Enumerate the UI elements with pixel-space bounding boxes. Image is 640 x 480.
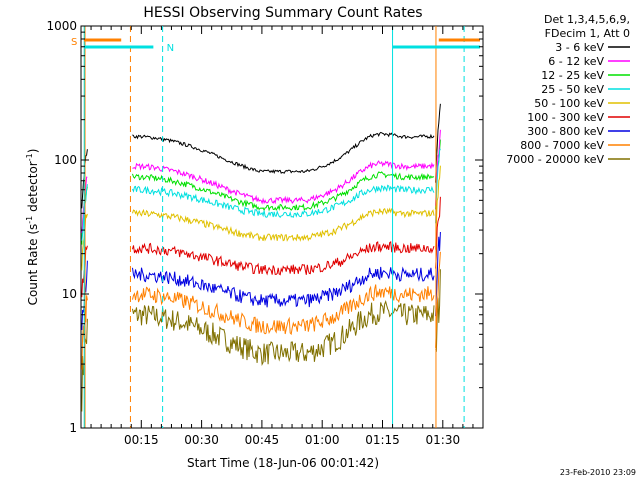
legend-entry-label: 800 - 7000 keV: [520, 139, 604, 152]
night-flag-label: N: [167, 43, 174, 54]
legend-title-line1: Det 1,3,4,5,6,9,: [544, 13, 630, 26]
legend-entry-label: 25 - 50 keV: [541, 83, 604, 96]
legend-entry-label: 12 - 25 keV: [541, 69, 604, 82]
legend-entry-label: 100 - 300 keV: [527, 111, 604, 124]
x-tick-label: 01:00: [305, 433, 340, 447]
y-tick-label: 100: [54, 153, 77, 167]
series-line-7: [81, 231, 441, 331]
y-axis-label: Count Rate (s-1 detector-1): [25, 149, 40, 306]
flag-layer: SN: [71, 26, 480, 428]
legend-entry-label: 6 - 12 keV: [548, 55, 604, 68]
footer-timestamp: 23-Feb-2010 23:09: [560, 468, 636, 477]
axis-layer: 00:15 00:30 00:45 01:00 01:15 01:30 1 10 100 1000: [46, 19, 484, 447]
legend-entry-label: 300 - 800 keV: [527, 125, 604, 138]
series-layer: [81, 103, 441, 412]
legend-entry-label: 7000 - 20000 keV: [506, 153, 604, 166]
legend-title-line2: FDecim 1, Att 0: [545, 27, 630, 40]
series-line-5: [81, 165, 441, 271]
y-tick-label: 10: [62, 287, 77, 301]
legend-entry-label: 50 - 100 keV: [534, 97, 604, 110]
chart-title: HESSI Observing Summary Count Rates: [143, 5, 422, 21]
plot-frame: [80, 25, 484, 429]
legend: Det 1,3,4,5,6,9, FDecim 1, Att 0 3 - 6 k…: [506, 13, 630, 166]
x-tick-label: 01:15: [365, 433, 400, 447]
series-line-3: [81, 139, 441, 245]
y-tick-label: 1: [69, 421, 77, 435]
legend-entry-label: 3 - 6 keV: [555, 41, 604, 54]
saa-flag-label: S: [71, 37, 77, 48]
x-tick-label: 00:45: [245, 433, 280, 447]
x-tick-label: 00:15: [124, 433, 159, 447]
series-line-2: [81, 129, 441, 233]
x-axis-label: Start Time (18-Jun-06 00:01:42): [187, 456, 379, 470]
x-tick-label: 00:30: [184, 433, 219, 447]
series-line-1: [81, 103, 441, 209]
x-tick-label: 01:30: [426, 433, 461, 447]
y-tick-label: 1000: [46, 19, 77, 33]
